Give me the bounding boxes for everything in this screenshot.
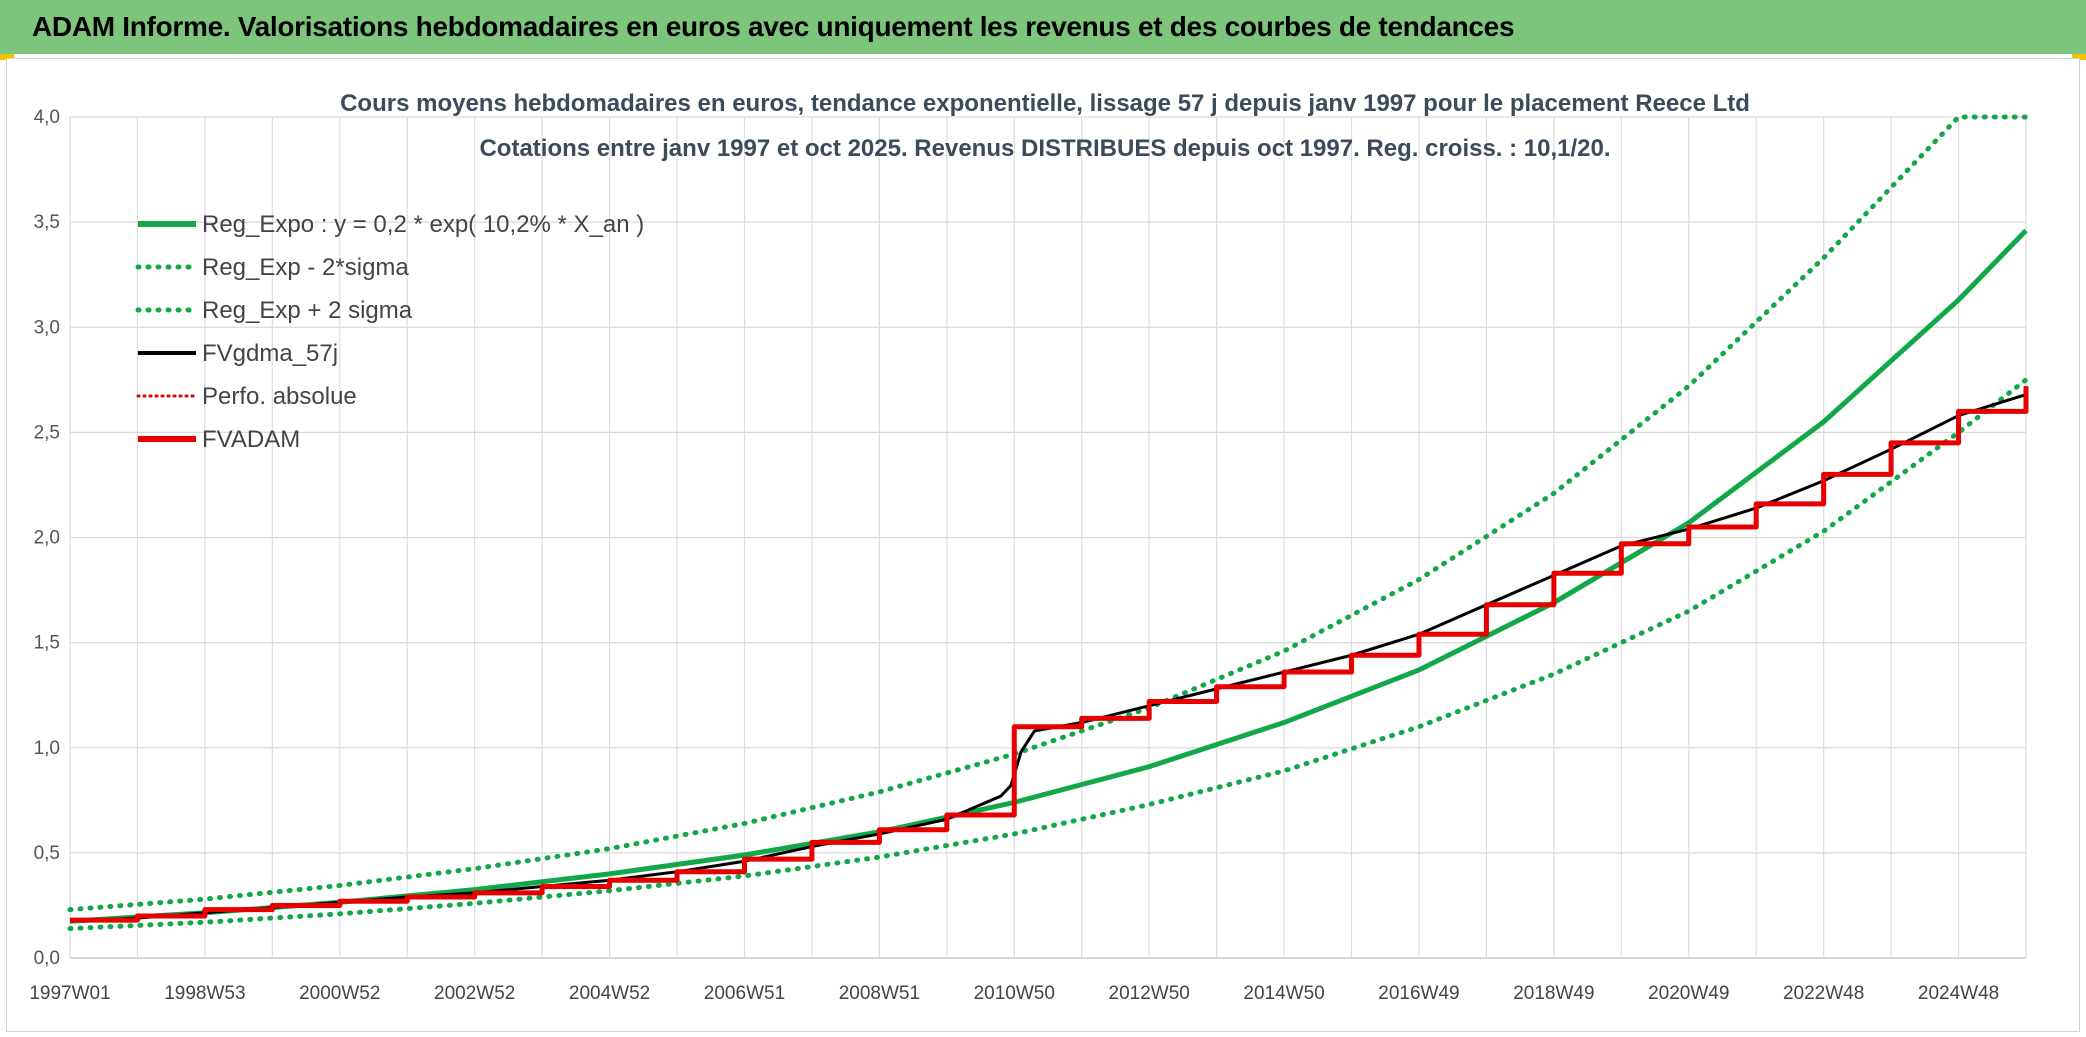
x-tick-label: 2016W49 — [1378, 983, 1459, 1004]
chart-legend: Reg_Expo : y = 0,2 * exp( 10,2% * X_an )… — [135, 211, 644, 453]
x-tick-label: 2004W52 — [569, 983, 650, 1004]
x-tick-label: 2008W51 — [839, 983, 920, 1004]
y-tick-label: 3,5 — [34, 212, 60, 233]
x-tick-label: 2012W50 — [1109, 983, 1190, 1004]
chart-frame — [6, 58, 2080, 1032]
x-tick-label: 2024W48 — [1918, 983, 1999, 1004]
series-line-1 — [67, 377, 2029, 932]
legend-label: Reg_Expo : y = 0,2 * exp( 10,2% * X_an ) — [202, 211, 644, 238]
x-tick-label: 1997W01 — [29, 983, 110, 1004]
x-tick-label: 2010W50 — [974, 983, 1055, 1004]
y-tick-label: 1,0 — [34, 738, 60, 759]
y-tick-label: 3,0 — [34, 317, 60, 338]
x-tick-label: 2002W52 — [434, 983, 515, 1004]
legend-label: Perfo. absolue — [202, 383, 357, 410]
chart-grid — [69, 116, 2027, 959]
series-line-2 — [67, 114, 2029, 913]
legend-label: FVADAM — [202, 426, 300, 453]
x-axis-ticks: 1997W01 1998W53 2000W52 2002W52 2004W52 2006W… — [29, 983, 1999, 1004]
x-tick-label: 2022W48 — [1783, 983, 1864, 1004]
series-line-3 — [69, 393, 2027, 923]
y-tick-label: 1,5 — [34, 633, 60, 654]
chart-title-line2: Cotations entre janv 1997 et oct 2025. R… — [479, 135, 1610, 162]
chart-title-line1: Cours moyens hebdomadaires en euros, ten… — [340, 90, 1750, 117]
legend-label: Reg_Exp + 2 sigma — [202, 297, 413, 324]
y-axis-ticks: 0,0 0,5 1,0 1,5 2,0 2,5 3,0 3,5 4,0 — [34, 107, 60, 969]
x-tick-label: 2000W52 — [299, 983, 380, 1004]
x-tick-label: 1998W53 — [164, 983, 245, 1004]
x-tick-label: 2018W49 — [1513, 983, 1594, 1004]
y-tick-label: 2,0 — [34, 528, 60, 549]
x-tick-label: 2020W49 — [1648, 983, 1729, 1004]
y-tick-label: 4,0 — [34, 107, 60, 128]
legend-label: FVgdma_57j — [202, 340, 338, 367]
series-line-0 — [69, 228, 2028, 924]
series-line-5 — [70, 386, 2029, 923]
report-header: ADAM Informe. Valorisations hebdomadaire… — [0, 0, 2086, 54]
y-tick-label: 2,5 — [34, 422, 60, 443]
legend-label: Reg_Exp - 2*sigma — [202, 254, 409, 281]
x-tick-label: 2014W50 — [1243, 983, 1324, 1004]
corner-marker-right — [2072, 54, 2086, 60]
corner-marker-left — [0, 54, 14, 60]
series-layer — [67, 114, 2029, 932]
y-tick-label: 0,0 — [34, 948, 60, 969]
report-title: ADAM Informe. Valorisations hebdomadaire… — [32, 11, 1515, 42]
x-tick-label: 2006W51 — [704, 983, 785, 1004]
y-tick-label: 0,5 — [34, 843, 60, 864]
